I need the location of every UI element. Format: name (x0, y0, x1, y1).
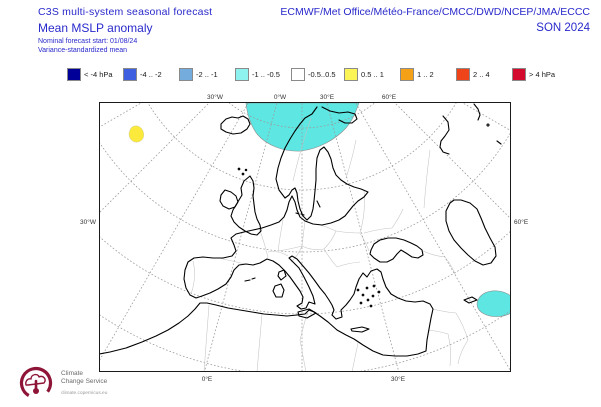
color-legend: < -4 hPa -4 .. -2 -2 .. -1 -1 .. -0.5 -0… (0, 68, 601, 82)
legend-label: -4 .. -2 (140, 70, 162, 79)
lon-label-top: 60°E (382, 93, 397, 101)
thermometer-icon (33, 379, 39, 394)
legend-item: -1 .. -0.5 (235, 68, 280, 81)
legend-color-swatch (67, 68, 81, 81)
anomaly-patch-scandinavia (245, 102, 360, 152)
logo-text: Climate Change Service climate.copernicu… (61, 370, 107, 403)
legend-color-swatch (179, 68, 193, 81)
logo-line2: Change Service (61, 378, 108, 385)
legend-label: -1 .. -0.5 (252, 70, 280, 79)
climate-change-service-logo (19, 366, 53, 400)
legend-label: 0.5 .. 1 (361, 70, 384, 79)
lon-label-right: 60°E (514, 218, 529, 226)
forecast-season: SON 2024 (536, 22, 590, 34)
legend-color-swatch (456, 68, 470, 81)
legend-item: 1 .. 2 (400, 68, 434, 81)
legend-label: 2 .. 4 (473, 70, 490, 79)
variance-note: Variance-standardized mean (38, 47, 127, 54)
cloud-icon (25, 373, 46, 386)
legend-color-swatch (235, 68, 249, 81)
legend-item: > 4 hPa (512, 68, 555, 81)
legend-label: -2 .. -1 (196, 70, 218, 79)
header-right: ECMWF/Met Office/Météo-France/CMCC/DWD/N… (280, 6, 590, 34)
legend-item: 2 .. 4 (456, 68, 490, 81)
legend-item: 0.5 .. 1 (344, 68, 384, 81)
legend-color-swatch (291, 68, 305, 81)
lon-label-left: 30°W (80, 218, 97, 226)
lon-label-bottom: 0°E (202, 375, 213, 383)
legend-item: -0.5..0.5 (291, 68, 336, 81)
lon-label-top: 30°W (207, 93, 224, 101)
legend-color-swatch (123, 68, 137, 81)
logo-url: climate.copernicus.eu (61, 391, 108, 396)
map-coordinate-labels: 30°W 0°W 30°E 60°E 30°W 60°E 0°E 30°E (80, 93, 529, 383)
forecast-centers: ECMWF/Met Office/Météo-France/CMCC/DWD/N… (280, 6, 590, 18)
header-left: C3S multi-system seasonal forecast Mean … (38, 6, 212, 54)
legend-color-swatch (400, 68, 414, 81)
legend-color-swatch (512, 68, 526, 81)
lon-label-top: 0°W (274, 93, 287, 101)
legend-item: -4 .. -2 (123, 68, 162, 81)
legend-label: > 4 hPa (529, 70, 556, 79)
copernicus-logo-block: Climate Change Service climate.copernicu… (18, 363, 107, 403)
legend-item: < -4 hPa (67, 68, 113, 81)
legend-label: 1 .. 2 (417, 70, 434, 79)
logo-line1: Climate (61, 370, 84, 377)
legend-item: -2 .. -1 (179, 68, 218, 81)
anomaly-patch-atlantic (128, 125, 145, 143)
lon-label-bottom: 30°E (391, 375, 406, 383)
figure-subtitle: Mean MSLP anomaly (38, 21, 153, 35)
coastlines (99, 103, 502, 357)
figure-title: C3S multi-system seasonal forecast (38, 6, 213, 18)
anomaly-patch-east-mediterranean (476, 290, 511, 317)
legend-label: < -4 hPa (84, 70, 113, 79)
lon-label-top: 30°E (320, 93, 335, 101)
forecast-start-note: Nominal forecast start: 01/08/24 (38, 37, 138, 45)
legend-color-swatch (344, 68, 358, 81)
legend-label: -0.5..0.5 (308, 70, 336, 79)
map-frame (99, 102, 511, 372)
country-borders (190, 117, 469, 372)
